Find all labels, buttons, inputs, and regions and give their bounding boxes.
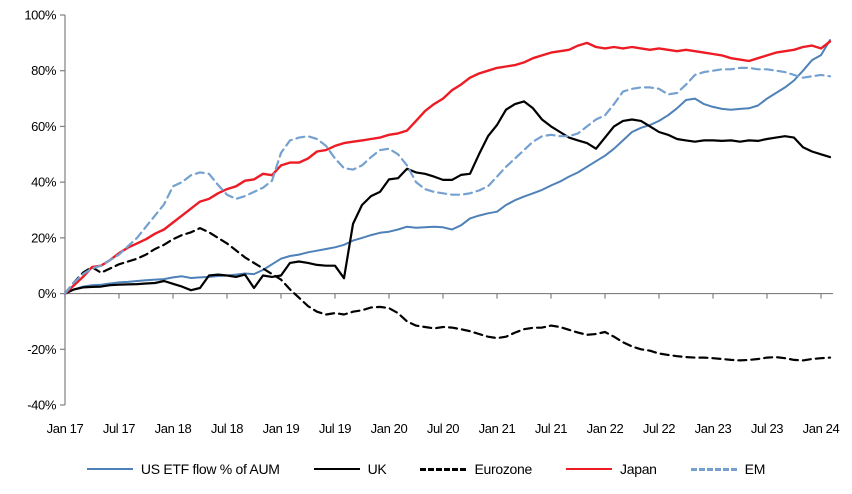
x-axis-tick-label: Jan 22 [587, 421, 624, 436]
legend-line-eurozone [420, 467, 467, 471]
x-axis-tick-label: Jul 21 [535, 421, 567, 436]
legend-label-japan: Japan [620, 461, 657, 477]
series-line-uk [63, 100, 832, 295]
x-axis-tick-label: Jan 20 [371, 421, 408, 436]
legend-label-eurozone: Eurozone [474, 461, 533, 477]
y-axis-tick-label: 0% [38, 286, 57, 301]
legend-item-em: EM [690, 461, 766, 477]
legend-item-us-etf-flow: US ETF flow % of AUM [86, 461, 280, 477]
x-axis-tick-label: Jan 23 [695, 421, 732, 436]
y-axis-tick-label: 100% [24, 8, 56, 23]
x-axis-tick-label: Jul 23 [751, 421, 783, 436]
series-line-japan [63, 40, 832, 295]
x-axis-tick-label: Jul 19 [319, 421, 351, 436]
y-axis-tick-label: -40% [27, 397, 57, 412]
x-axis-tick-label: Jul 17 [103, 421, 135, 436]
x-axis-tick-label: Jul 20 [427, 421, 459, 436]
legend-item-eurozone: Eurozone [420, 461, 532, 477]
y-axis-tick-label: 60% [31, 119, 57, 134]
y-axis-tick-label: 40% [31, 175, 57, 190]
x-axis-tick-label: Jul 18 [211, 421, 243, 436]
x-axis-tick-label: Jul 22 [643, 421, 675, 436]
series-line-us-etf-flow-of-aum [64, 39, 831, 295]
x-axis-tick-label: Jan 17 [47, 421, 84, 436]
x-axis-tick-label: Jan 18 [155, 421, 192, 436]
chart-legend: US ETF flow % of AUM UK Eurozone Japan E… [0, 452, 852, 486]
y-axis-tick-label: -20% [27, 342, 57, 357]
legend-item-japan: Japan [566, 461, 657, 477]
chart-plot-area: 100% 80% 60% 40% 20% 0% -20% -40% Jan 17 Jul 17 Ja… [24, 8, 840, 437]
legend-item-uk: UK [313, 461, 387, 477]
y-axis-tick-label: 80% [31, 63, 57, 78]
legend-line-uk [313, 468, 360, 470]
legend-line-us-etf-flow [86, 468, 133, 470]
x-axis-tick-label: Jan 24 [803, 421, 840, 436]
legend-label-em: EM [744, 461, 766, 477]
legend-label-uk: UK [367, 461, 387, 477]
series-line-eurozone [63, 227, 832, 362]
legend-line-japan [566, 468, 613, 470]
y-axis-tick-label: 20% [31, 230, 57, 245]
x-axis-tick-label: Jan 21 [479, 421, 516, 436]
legend-line-em [690, 467, 737, 471]
legend-label-us-etf-flow: US ETF flow % of AUM [140, 461, 280, 477]
x-axis-tick-label: Jan 19 [263, 421, 300, 436]
series-line-em [63, 66, 832, 295]
